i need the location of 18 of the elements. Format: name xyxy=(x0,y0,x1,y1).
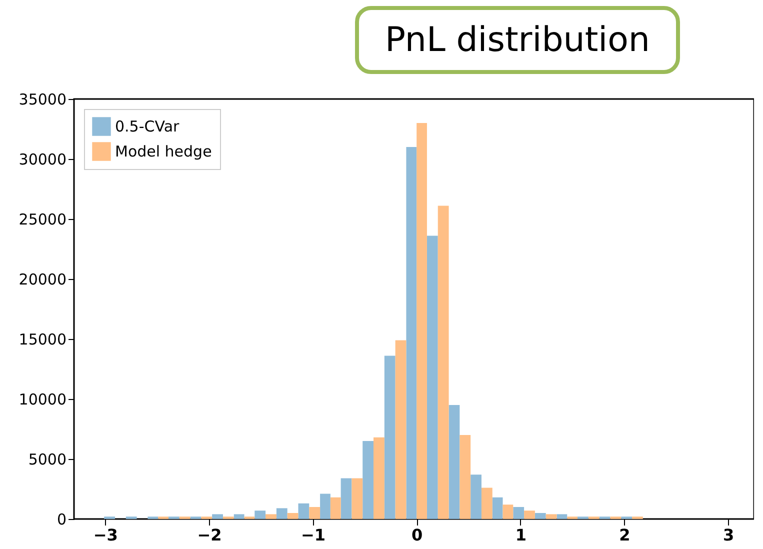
y-tick-label: 0 xyxy=(56,510,66,528)
x-tick-label: 0 xyxy=(412,526,423,544)
y-tick-label: 5000 xyxy=(28,450,66,468)
y-tick-label: 10000 xyxy=(18,390,66,408)
legend-label: 0.5-CVar xyxy=(115,118,180,136)
y-tick-label: 25000 xyxy=(18,210,66,228)
x-tick-label: −2 xyxy=(197,526,222,544)
x-tick-label: −1 xyxy=(301,526,326,544)
x-tick-label: 2 xyxy=(619,526,630,544)
x-tick-label: −3 xyxy=(93,526,118,544)
y-tick-label: 30000 xyxy=(18,150,66,168)
legend-label: Model hedge xyxy=(115,142,212,160)
y-tick-label: 35000 xyxy=(18,90,66,108)
x-tick-label: 3 xyxy=(722,526,734,544)
y-tick-label: 15000 xyxy=(18,330,66,348)
x-tick-label: 1 xyxy=(515,526,526,544)
y-tick-label: 20000 xyxy=(18,270,66,288)
chart-title: PnL distribution xyxy=(355,6,680,74)
